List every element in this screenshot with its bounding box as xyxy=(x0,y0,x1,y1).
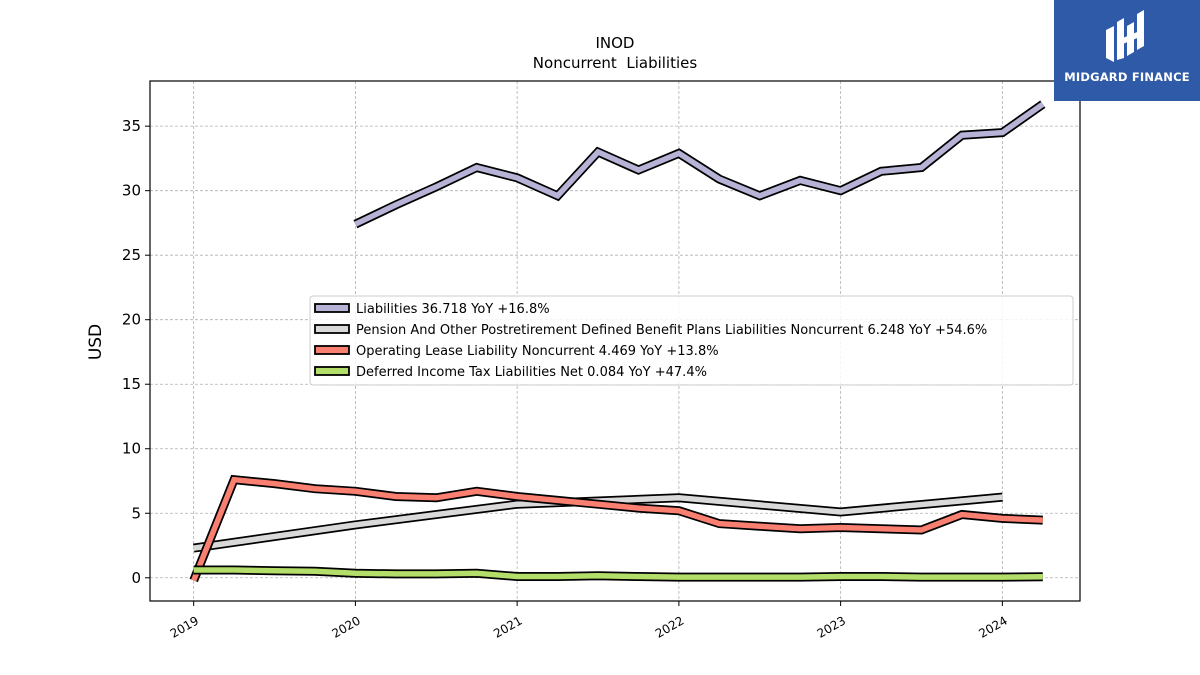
series-fill xyxy=(354,101,1045,227)
legend-swatch xyxy=(314,324,350,334)
y-tick-label: 15 xyxy=(122,375,141,393)
brand-name: MIDGARD FINANCE xyxy=(1064,70,1190,84)
legend-box xyxy=(309,295,1074,386)
chart-subtitle: Noncurrent Liabilities xyxy=(533,54,698,72)
legend-swatch xyxy=(314,345,350,355)
y-tick-label: 30 xyxy=(122,182,141,200)
legend-entry: Operating Lease Liability Noncurrent 4.4… xyxy=(356,344,719,359)
x-tick-label: 2023 xyxy=(815,613,848,640)
legend-swatch xyxy=(314,303,350,313)
y-tick-label: 10 xyxy=(122,440,141,458)
x-tick-label: 2020 xyxy=(329,613,362,640)
y-tick-label: 35 xyxy=(122,117,141,135)
y-axis-label: USD xyxy=(86,324,106,360)
legend-entry: Liabilities 36.718 YoY +16.8% xyxy=(356,302,550,317)
x-tick-label: 2022 xyxy=(653,613,686,640)
series-fill xyxy=(193,567,1043,580)
x-tick-label: 2019 xyxy=(168,613,201,640)
x-tick-label: 2021 xyxy=(491,613,524,640)
chart-title: INOD xyxy=(595,34,634,52)
y-tick-label: 0 xyxy=(131,569,141,587)
x-tick-label: 2024 xyxy=(976,613,1009,640)
series-layer xyxy=(189,100,1046,583)
brand-logo: MIDGARD FINANCE xyxy=(1054,0,1200,101)
legend: Liabilities 36.718 YoY +16.8% Pension And… xyxy=(309,295,1074,386)
y-tick-label: 20 xyxy=(122,311,141,329)
legend-swatch xyxy=(314,366,350,376)
series-line-3 xyxy=(189,474,1043,583)
legend-entry: Deferred Income Tax Liabilities Net 0.08… xyxy=(356,365,707,380)
series-line-1 xyxy=(353,100,1046,229)
y-tick-label: 25 xyxy=(122,246,141,264)
mf-monogram-icon xyxy=(1106,10,1144,62)
y-tick-label: 5 xyxy=(131,504,141,522)
series-line-4 xyxy=(193,565,1043,582)
series-fill xyxy=(191,476,1043,582)
legend-entry: Pension And Other Postretirement Defined… xyxy=(356,323,987,338)
plot-frame xyxy=(149,80,1081,602)
